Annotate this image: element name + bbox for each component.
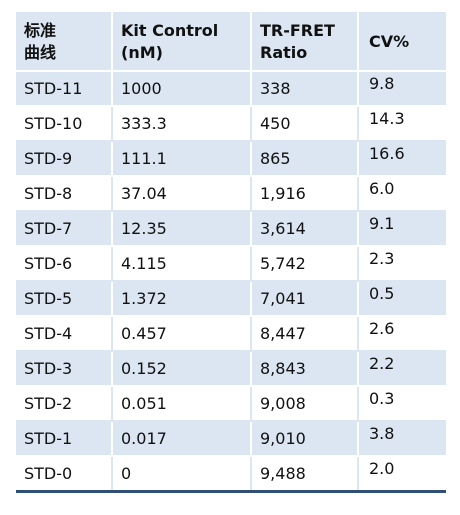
table-row: STD-9 111.1 865 16.6	[16, 141, 446, 177]
cv-percent-cell: 14.3	[358, 106, 446, 142]
tr-fret-ratio-cell: 9,008	[251, 386, 359, 422]
cv-percent-cell: 2.3	[358, 246, 446, 282]
kit-control-cell: 0.017	[112, 421, 252, 457]
table-row: STD-2 0.051 9,008 0.3	[16, 386, 446, 422]
table-row: STD-6 4.115 5,742 2.3	[16, 246, 446, 282]
kit-control-cell: 0.457	[112, 316, 252, 352]
header-tr-fret-ratio: TR-FRET Ratio	[251, 12, 359, 72]
table-row: STD-10 333.3 450 14.3	[16, 106, 446, 142]
cv-percent-cell: 9.1	[358, 211, 446, 247]
standard-id-cell: STD-3	[16, 351, 113, 387]
table-row: STD-5 1.372 7,041 0.5	[16, 281, 446, 317]
standard-curve-table-container: 标准 曲线 Kit Control (nM) TR-FRET Ratio CV%…	[16, 12, 446, 493]
table-body: STD-11 1000 338 9.8 STD-10 333.3 450 14.3 STD-9 1…	[16, 71, 446, 491]
table-row: STD-11 1000 338 9.8	[16, 71, 446, 107]
table-row: STD-8 37.04 1,916 6.0	[16, 176, 446, 212]
kit-control-cell: 1.372	[112, 281, 252, 317]
kit-control-cell: 111.1	[112, 141, 252, 177]
standard-id-cell: STD-4	[16, 316, 113, 352]
cv-percent-cell: 0.5	[358, 281, 446, 317]
tr-fret-ratio-cell: 1,916	[251, 176, 359, 212]
cv-percent-cell: 2.2	[358, 351, 446, 387]
header-cv-percent-line-1: CV%	[369, 32, 410, 51]
table-row: STD-4 0.457 8,447 2.6	[16, 316, 446, 352]
kit-control-cell: 0	[112, 456, 252, 491]
cv-percent-cell: 2.6	[358, 316, 446, 352]
tr-fret-ratio-cell: 865	[251, 141, 359, 177]
tr-fret-ratio-cell: 5,742	[251, 246, 359, 282]
standard-id-cell: STD-1	[16, 421, 113, 457]
header-standard-curve-line-1: 标准	[24, 21, 57, 40]
kit-control-cell: 0.152	[112, 351, 252, 387]
tr-fret-ratio-cell: 8,843	[251, 351, 359, 387]
tr-fret-ratio-cell: 338	[251, 71, 359, 107]
standard-id-cell: STD-8	[16, 176, 113, 212]
header-kit-control: Kit Control (nM)	[112, 12, 252, 72]
standard-id-cell: STD-2	[16, 386, 113, 422]
kit-control-cell: 37.04	[112, 176, 252, 212]
standard-id-cell: STD-0	[16, 456, 113, 491]
header-tr-fret-ratio-line-2: Ratio	[260, 43, 308, 62]
header-kit-control-line-2: (nM)	[121, 43, 163, 62]
standard-id-cell: STD-5	[16, 281, 113, 317]
standard-id-cell: STD-10	[16, 106, 113, 142]
header-tr-fret-ratio-line-1: TR-FRET	[260, 21, 335, 40]
tr-fret-ratio-cell: 8,447	[251, 316, 359, 352]
tr-fret-ratio-cell: 3,614	[251, 211, 359, 247]
tr-fret-ratio-cell: 450	[251, 106, 359, 142]
standard-curve-table: 标准 曲线 Kit Control (nM) TR-FRET Ratio CV%…	[16, 12, 446, 493]
cv-percent-cell: 0.3	[358, 386, 446, 422]
standard-id-cell: STD-7	[16, 211, 113, 247]
cv-percent-cell: 16.6	[358, 141, 446, 177]
header-standard-curve: 标准 曲线	[16, 12, 113, 72]
standard-id-cell: STD-11	[16, 71, 113, 107]
cv-percent-cell: 6.0	[358, 176, 446, 212]
kit-control-cell: 4.115	[112, 246, 252, 282]
standard-id-cell: STD-9	[16, 141, 113, 177]
tr-fret-ratio-cell: 7,041	[251, 281, 359, 317]
table-header: 标准 曲线 Kit Control (nM) TR-FRET Ratio CV%	[16, 12, 446, 72]
kit-control-cell: 12.35	[112, 211, 252, 247]
standard-id-cell: STD-6	[16, 246, 113, 282]
header-cv-percent: CV%	[358, 12, 446, 72]
table-row: STD-7 12.35 3,614 9.1	[16, 211, 446, 247]
header-kit-control-line-1: Kit Control	[121, 21, 219, 40]
cv-percent-cell: 2.0	[358, 456, 446, 491]
header-standard-curve-line-2: 曲线	[24, 43, 57, 62]
table-row: STD-0 0 9,488 2.0	[16, 456, 446, 491]
kit-control-cell: 333.3	[112, 106, 252, 142]
table-row: STD-1 0.017 9,010 3.8	[16, 421, 446, 457]
header-row: 标准 曲线 Kit Control (nM) TR-FRET Ratio CV%	[16, 12, 446, 72]
tr-fret-ratio-cell: 9,010	[251, 421, 359, 457]
table-row: STD-3 0.152 8,843 2.2	[16, 351, 446, 387]
cv-percent-cell: 3.8	[358, 421, 446, 457]
kit-control-cell: 0.051	[112, 386, 252, 422]
kit-control-cell: 1000	[112, 71, 252, 107]
cv-percent-cell: 9.8	[358, 71, 446, 107]
tr-fret-ratio-cell: 9,488	[251, 456, 359, 491]
